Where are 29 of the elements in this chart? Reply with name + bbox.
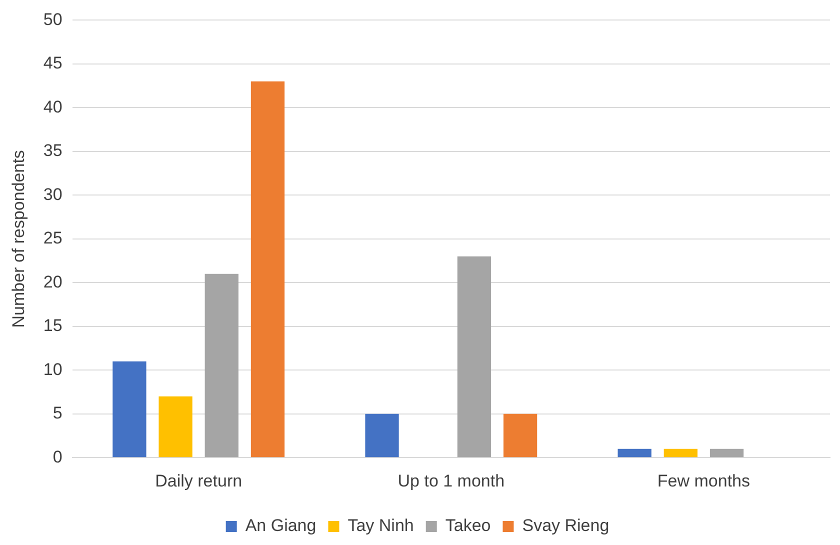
y-tick-label: 45 xyxy=(43,54,62,73)
y-tick-label: 10 xyxy=(43,360,62,379)
legend-label: Tay Ninh xyxy=(348,516,414,536)
bar xyxy=(457,256,492,458)
y-tick-label: 5 xyxy=(52,404,62,423)
x-tick-label: Daily return xyxy=(155,471,242,490)
legend-label: Svay Rieng xyxy=(522,516,610,536)
y-tick-label: 50 xyxy=(43,10,62,29)
y-tick-label: 20 xyxy=(43,272,62,292)
legend-label: An Giang xyxy=(245,516,316,536)
bar xyxy=(710,448,744,458)
y-tick-label: 0 xyxy=(52,447,62,466)
y-tick-label: 30 xyxy=(43,184,62,204)
bar xyxy=(250,81,285,458)
y-axis-title: Number of respondents xyxy=(8,150,28,328)
y-tick-label: 40 xyxy=(43,97,62,116)
bar xyxy=(503,414,538,458)
bar xyxy=(618,448,652,458)
y-tick-label: 35 xyxy=(43,141,62,160)
y-tick-label: 25 xyxy=(43,228,62,248)
bar xyxy=(158,396,192,458)
y-tick-label: 15 xyxy=(43,316,62,336)
bar xyxy=(664,448,698,458)
legend-label: Takeo xyxy=(445,516,491,536)
x-tick-label: Few months xyxy=(657,471,750,490)
bar xyxy=(365,414,399,458)
x-tick-label: Up to 1 month xyxy=(398,471,505,490)
bar xyxy=(112,361,146,458)
bar xyxy=(204,274,238,458)
